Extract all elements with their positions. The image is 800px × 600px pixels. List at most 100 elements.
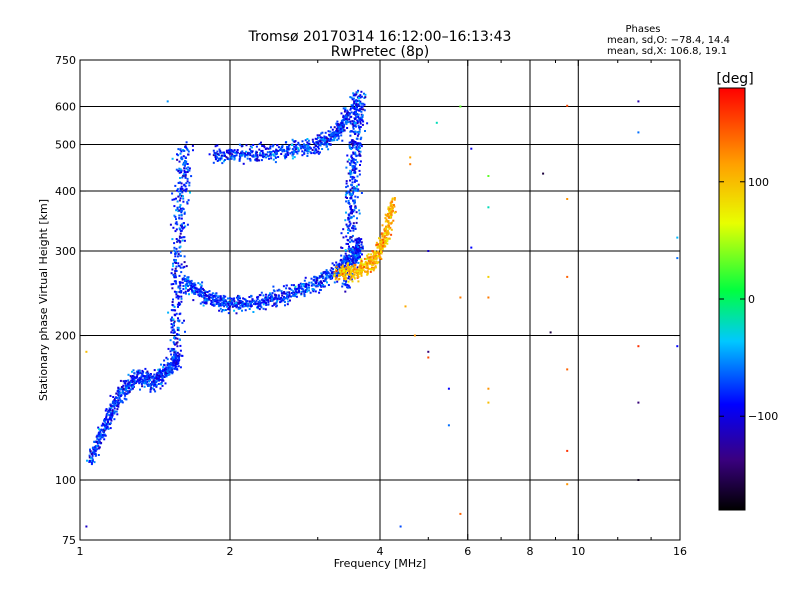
trace-point xyxy=(345,120,348,123)
trace-point xyxy=(252,144,255,146)
trace-point xyxy=(179,281,182,284)
trace-point xyxy=(97,426,100,429)
trace-point xyxy=(191,144,194,147)
trace-point xyxy=(105,423,108,426)
trace-point xyxy=(103,429,106,432)
trace-point xyxy=(235,152,238,154)
trace-point xyxy=(343,266,346,269)
trace-point xyxy=(353,252,356,255)
trace-point xyxy=(366,122,369,125)
trace-point xyxy=(177,305,179,308)
trace-point xyxy=(179,240,182,243)
trace-point xyxy=(269,293,272,296)
trace-point xyxy=(175,270,178,272)
trace-point xyxy=(360,119,363,122)
trace-point xyxy=(157,368,160,371)
trace-point xyxy=(381,247,384,250)
trace-point xyxy=(154,383,157,386)
trace-point xyxy=(249,158,252,161)
trace-point xyxy=(169,350,172,353)
trace-point xyxy=(230,150,233,153)
trace-point xyxy=(374,258,377,261)
trace-point xyxy=(374,256,377,259)
trace-point xyxy=(369,261,372,264)
trace-point xyxy=(293,151,295,154)
trace-point xyxy=(190,289,193,292)
trace-point xyxy=(391,197,394,200)
trace-point xyxy=(171,329,174,332)
trace-point xyxy=(353,166,356,169)
trace-point xyxy=(125,386,128,389)
trace-point xyxy=(223,151,225,154)
trace-point xyxy=(340,246,343,249)
trace-point xyxy=(344,258,347,261)
trace-point xyxy=(190,282,193,284)
trace-point xyxy=(291,157,294,160)
trace-point xyxy=(351,234,354,237)
trace-point xyxy=(314,149,317,151)
trace-point xyxy=(321,148,324,150)
trace-point xyxy=(368,258,371,261)
trace-point xyxy=(138,379,140,382)
trace-point xyxy=(233,149,236,152)
trace-point xyxy=(194,293,197,295)
trace-point xyxy=(303,295,306,298)
trace-point xyxy=(91,458,94,461)
trace-point xyxy=(355,241,358,244)
trace-point xyxy=(272,158,275,161)
trace-point xyxy=(206,291,209,294)
trace-point xyxy=(338,268,341,271)
trace-point xyxy=(346,260,349,262)
trace-point xyxy=(202,304,205,307)
trace-point xyxy=(113,407,116,410)
trace-point xyxy=(229,305,231,308)
trace-point xyxy=(351,146,354,149)
trace-point xyxy=(354,158,357,161)
trace-point xyxy=(170,353,173,356)
trace-point xyxy=(190,279,193,282)
trace-point xyxy=(165,356,168,359)
trace-point xyxy=(356,134,359,137)
trace-point xyxy=(360,258,363,261)
trace-point xyxy=(136,373,139,376)
trace-point xyxy=(184,162,187,165)
trace-point xyxy=(341,247,344,249)
trace-point xyxy=(316,277,319,280)
trace-point xyxy=(343,117,346,120)
trace-point xyxy=(273,303,276,306)
trace-point xyxy=(283,148,286,151)
trace-point xyxy=(120,394,123,397)
trace-point xyxy=(350,115,353,118)
trace-point xyxy=(386,238,389,240)
trace-point xyxy=(144,375,147,378)
trace-point xyxy=(352,152,355,155)
trace-point xyxy=(350,278,353,281)
trace-point xyxy=(260,159,263,162)
trace-point xyxy=(340,265,343,268)
trace-point xyxy=(164,382,167,385)
trace-point xyxy=(219,307,222,310)
noise-point xyxy=(427,250,430,252)
trace-point xyxy=(345,118,347,120)
trace-point xyxy=(355,211,358,214)
trace-point xyxy=(387,232,390,235)
trace-point xyxy=(153,388,156,391)
trace-point xyxy=(342,228,345,231)
trace-point xyxy=(152,383,155,386)
trace-point xyxy=(347,232,350,234)
trace-point xyxy=(291,154,294,157)
trace-point xyxy=(352,94,355,97)
trace-point xyxy=(254,152,257,155)
trace-point xyxy=(109,422,112,425)
trace-point xyxy=(287,300,290,303)
trace-point xyxy=(366,271,369,274)
trace-point xyxy=(352,240,355,243)
trace-point xyxy=(215,303,218,305)
trace-point xyxy=(341,282,344,285)
trace-point xyxy=(359,96,362,99)
trace-point xyxy=(178,303,181,306)
trace-point xyxy=(357,245,360,247)
trace-point xyxy=(238,158,241,161)
trace-point xyxy=(256,159,259,162)
trace-point xyxy=(256,302,259,305)
